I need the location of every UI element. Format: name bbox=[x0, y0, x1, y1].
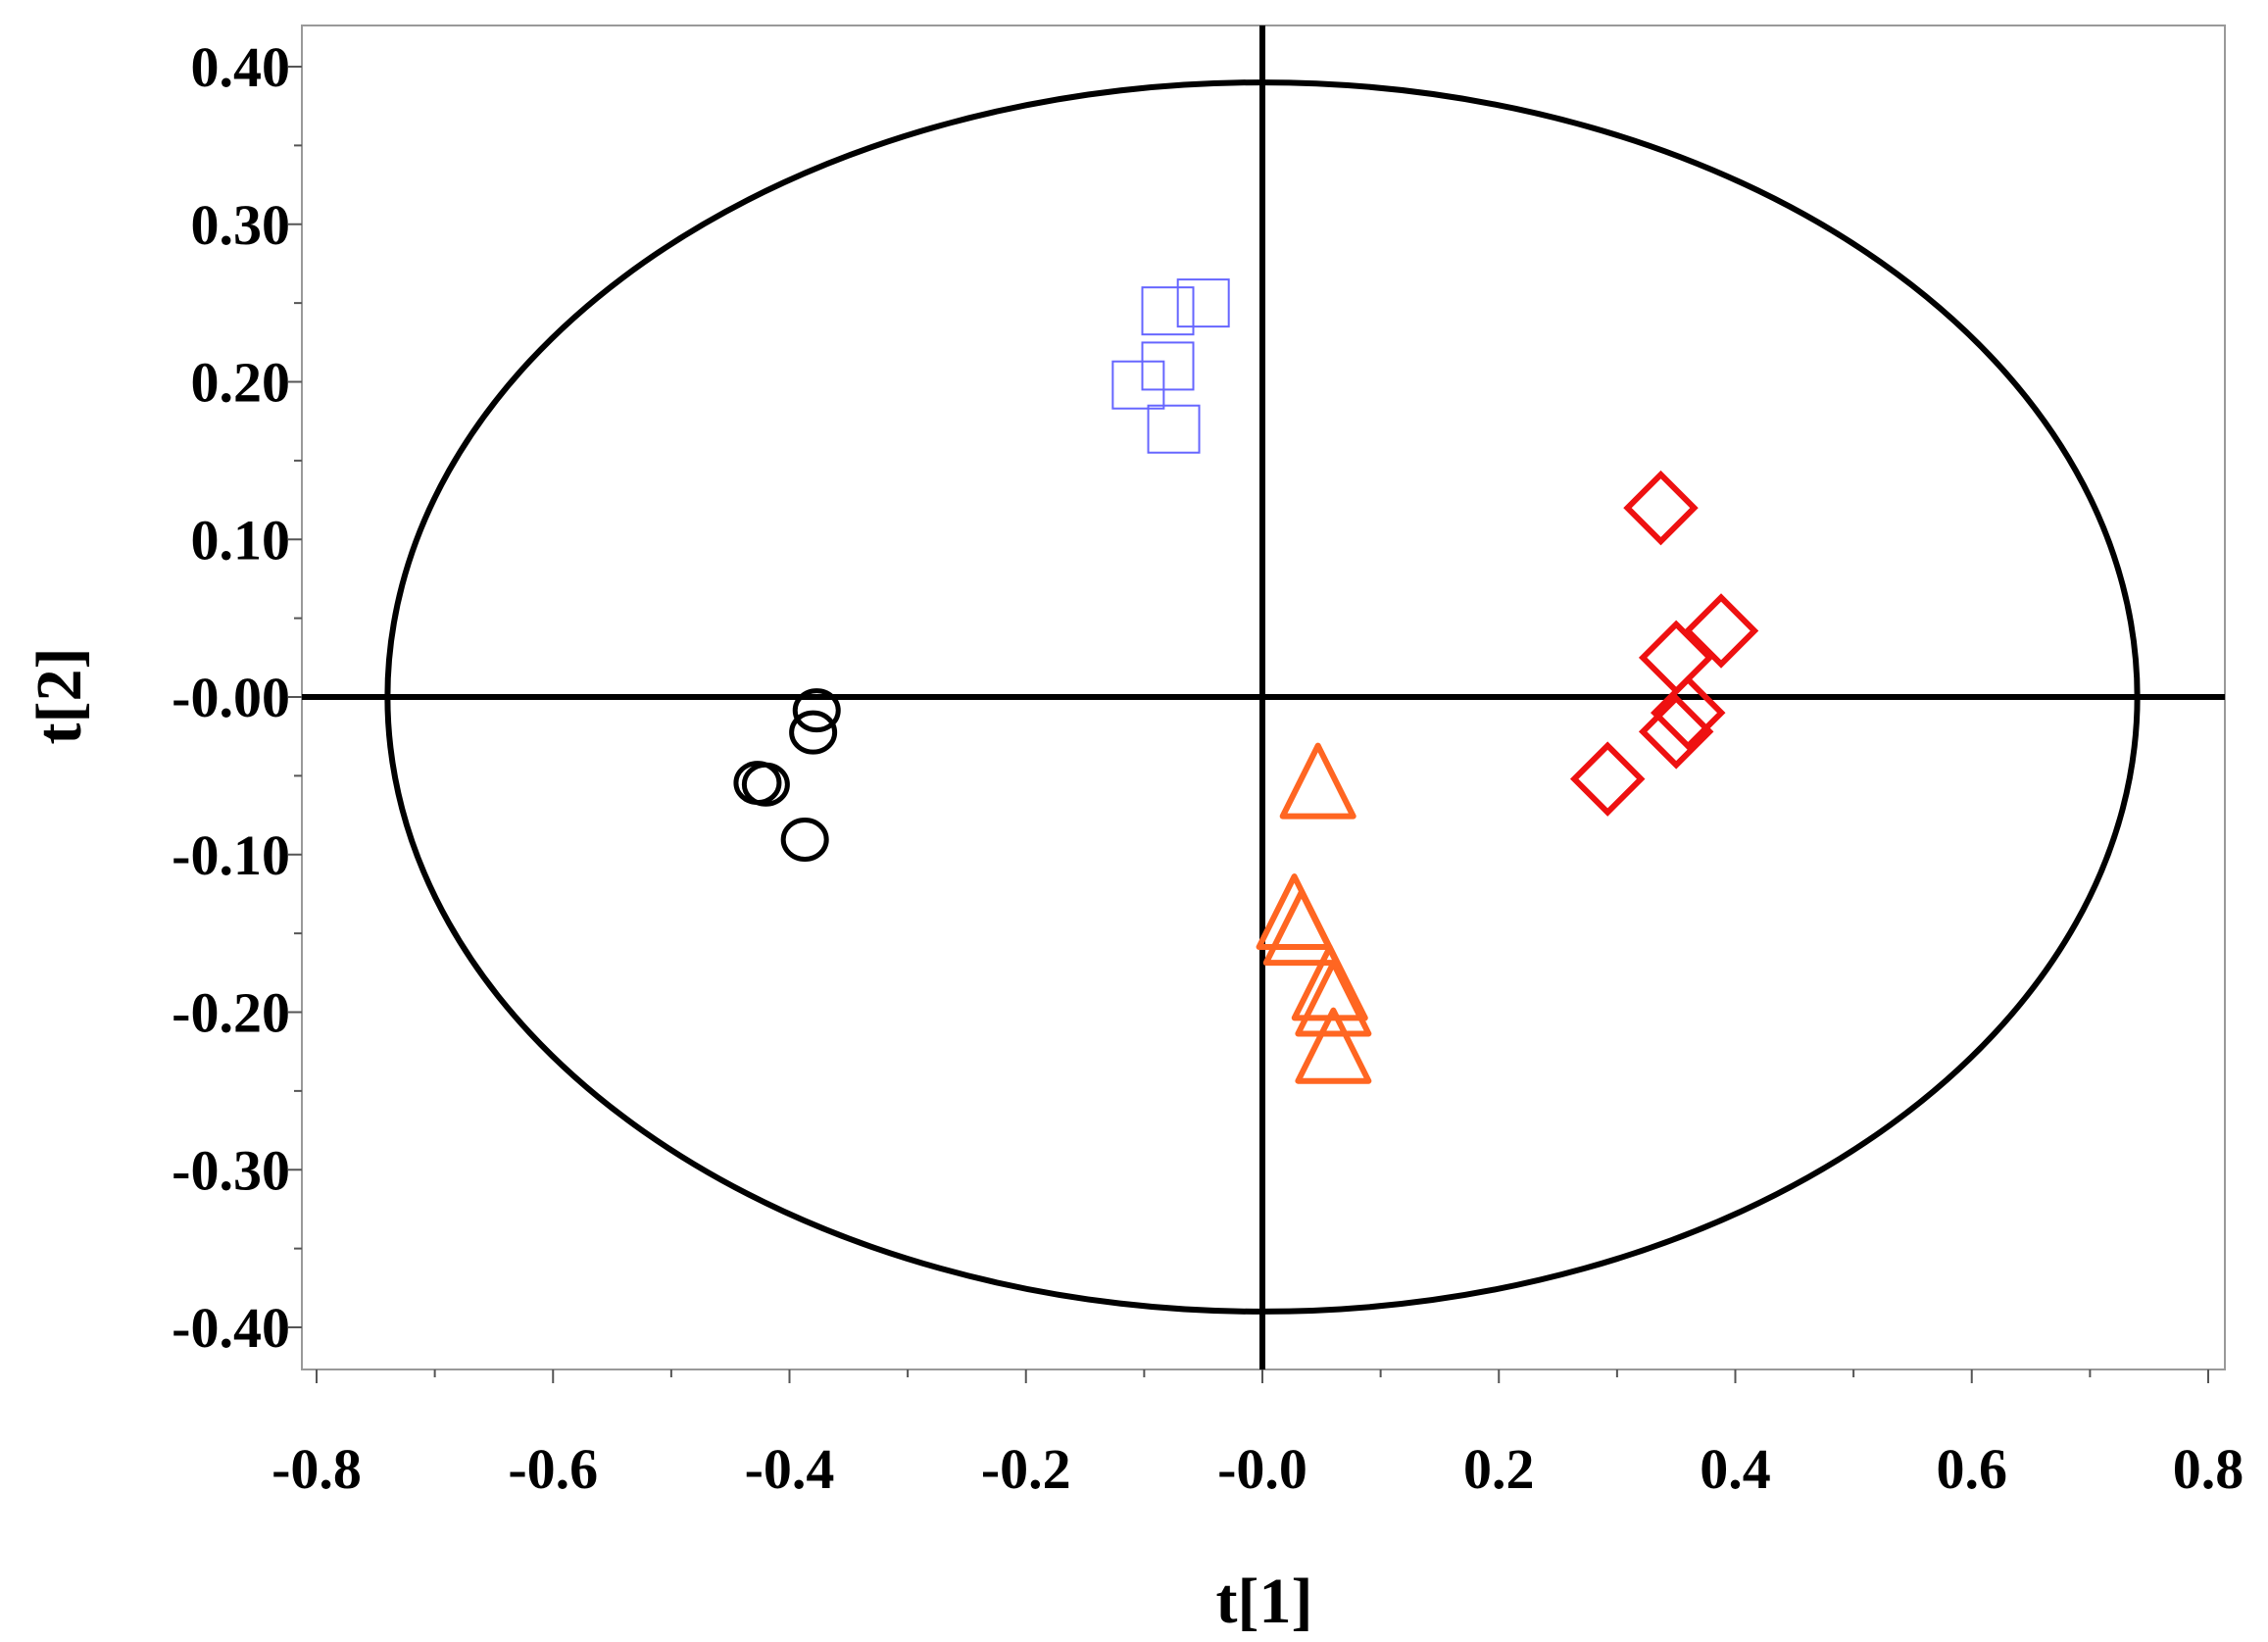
data-point-triangle bbox=[1295, 1007, 1372, 1084]
x-tick-label: -0.6 bbox=[508, 1437, 598, 1501]
data-point-triangle bbox=[1295, 960, 1372, 1037]
y-tick-label: 0.10 bbox=[191, 508, 291, 572]
axes-layer: 0.40 0.30 0.20 0.10 -0.00 -0.10 -0.20 -0.30 -0.4… bbox=[172, 35, 2243, 1501]
x-tick-label: -0.2 bbox=[981, 1437, 1071, 1501]
x-axis-title: t[1] bbox=[1216, 1566, 1313, 1637]
data-point-diamond bbox=[1623, 470, 1699, 546]
data-point-diamond bbox=[1651, 674, 1726, 751]
data-point-diamond bbox=[1638, 694, 1714, 770]
y-tick-label: 0.30 bbox=[191, 193, 291, 257]
x-tick-label: 0.8 bbox=[2173, 1437, 2244, 1501]
data-point-circle bbox=[741, 762, 790, 807]
y-tick-label: -0.00 bbox=[172, 666, 290, 729]
y-tick-label: 0.20 bbox=[191, 351, 291, 415]
data-point-triangle bbox=[1279, 742, 1356, 820]
data-points-layer bbox=[733, 278, 1759, 1084]
data-point-circle bbox=[780, 817, 829, 862]
data-point-circle bbox=[792, 688, 841, 733]
x-tick-label: 0.2 bbox=[1463, 1437, 1535, 1501]
y-tick-label: -0.10 bbox=[172, 823, 290, 887]
data-point-diamond bbox=[1638, 620, 1714, 696]
data-point-diamond bbox=[1569, 741, 1646, 817]
x-tick-label: -0.4 bbox=[745, 1437, 835, 1501]
y-tick-label: -0.40 bbox=[172, 1296, 290, 1360]
x-tick-label: -0.0 bbox=[1217, 1437, 1307, 1501]
data-point-circle bbox=[789, 710, 838, 755]
data-point-square bbox=[1111, 360, 1165, 410]
x-tick-label: -0.8 bbox=[271, 1437, 362, 1501]
y-tick-label: -0.20 bbox=[172, 981, 290, 1045]
data-point-triangle bbox=[1262, 889, 1340, 967]
data-point-square bbox=[1176, 278, 1230, 328]
data-point-square bbox=[1147, 404, 1201, 454]
y-axis-title: t[2] bbox=[24, 648, 95, 745]
y-tick-label: -0.30 bbox=[172, 1138, 290, 1202]
x-tick-label: 0.6 bbox=[1937, 1437, 2008, 1501]
data-point-square bbox=[1141, 286, 1195, 336]
data-point-diamond bbox=[1683, 593, 1759, 669]
x-tick-label: 0.4 bbox=[1700, 1437, 1771, 1501]
zero-lines-layer bbox=[302, 25, 2225, 1369]
data-point-square bbox=[1141, 341, 1195, 391]
y-tick-label: 0.40 bbox=[191, 35, 291, 99]
